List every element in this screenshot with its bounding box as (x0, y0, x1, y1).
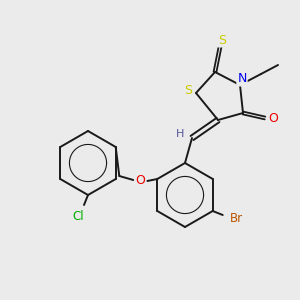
Text: O: O (135, 173, 145, 187)
Text: Br: Br (230, 212, 243, 226)
Text: S: S (218, 34, 226, 46)
Text: H: H (176, 129, 184, 139)
Text: N: N (237, 73, 247, 85)
Text: Cl: Cl (72, 209, 84, 223)
Text: O: O (268, 112, 278, 124)
Text: S: S (184, 85, 192, 98)
